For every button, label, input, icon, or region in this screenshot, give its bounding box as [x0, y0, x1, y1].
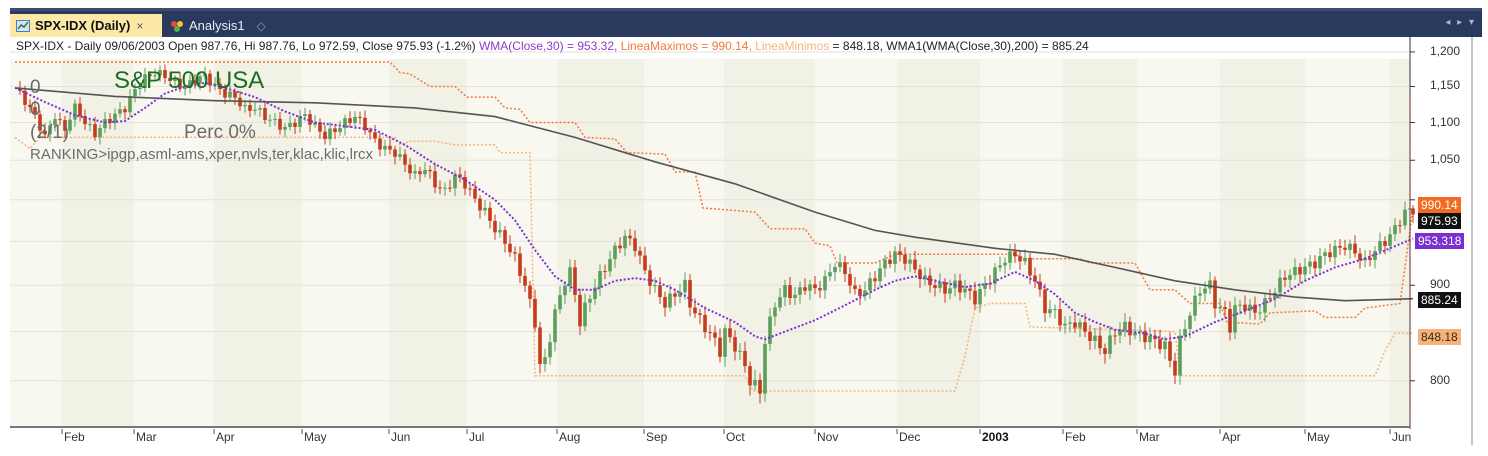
wma1-tag: 885.24: [1418, 292, 1461, 308]
chart-plot[interactable]: [10, 37, 1482, 445]
x-axis-month-label: Jun: [391, 430, 411, 444]
y-axis-tick-label: 1,100: [1430, 114, 1461, 129]
x-axis-month-label: May: [304, 430, 327, 444]
analysis-icon: [170, 20, 184, 32]
close-icon[interactable]: ×: [136, 18, 144, 33]
chart-legend: SPX-IDX - Daily 09/06/2003 Open 987.76, …: [16, 39, 1089, 53]
x-axis-month-label: Aug: [559, 430, 581, 444]
y-axis-tick-label: 1,050: [1430, 152, 1461, 167]
legend-summary: SPX-IDX - Daily 09/06/2003 Open 987.76, …: [16, 39, 476, 53]
tab-spx-idx-daily[interactable]: SPX-IDX (Daily) ×: [10, 14, 162, 37]
pin-icon[interactable]: ◇: [256, 18, 266, 33]
x-axis-month-label: Oct: [726, 430, 745, 444]
overlay-ratio: (2/1): [30, 122, 70, 143]
y-axis-tick-label: 900: [1430, 277, 1451, 292]
legend-linea-maximos: LineaMaximos = 990.14,: [620, 39, 752, 53]
chart-title-overlay: S&P 500 USA: [114, 67, 265, 94]
x-axis-month-label: Mar: [1139, 430, 1160, 444]
tab-menu-icon[interactable]: ▾: [1468, 17, 1476, 28]
x-axis-month-label: Sep: [646, 430, 668, 444]
linea-maximos-tag: 990.14: [1418, 197, 1461, 213]
x-axis-month-label: Feb: [64, 430, 85, 444]
x-axis-month-label: Nov: [817, 430, 839, 444]
y-axis-tick-label: 800: [1430, 372, 1451, 387]
x-axis-month-label: Apr: [216, 430, 235, 444]
overlay-ranking: RANKING>ipgp,asml-ams,xper,nvls,ter,klac…: [30, 146, 374, 163]
wma-tag: 953.318: [1415, 233, 1465, 249]
y-axis-tick-label: 1,150: [1430, 78, 1461, 93]
x-axis-month-label: Jun: [1392, 430, 1412, 444]
x-axis-month-label: May: [1307, 430, 1330, 444]
x-axis-month-label: 2003: [982, 430, 1009, 444]
close-tag: 975.93: [1418, 213, 1461, 229]
overlay-value-1: 0: [30, 77, 41, 98]
y-axis-tick-label: 1,200: [1430, 43, 1461, 58]
scroll-left-icon[interactable]: ◂: [1445, 17, 1453, 28]
tab-label: Analysis1: [189, 18, 245, 33]
legend-linea-minimos: LineaMinimos: [755, 39, 830, 53]
x-axis-month-label: Jul: [469, 430, 485, 444]
overlay-percentage: Perc 0%: [184, 122, 256, 143]
x-axis-month-label: Feb: [1065, 430, 1086, 444]
x-axis-month-label: Apr: [1222, 430, 1241, 444]
x-axis-month-label: Mar: [136, 430, 157, 444]
tab-label: SPX-IDX (Daily): [35, 18, 131, 33]
tab-bar: SPX-IDX (Daily) × Analysis1 ◇ ◂ ▸ ▾: [10, 8, 1482, 37]
overlay-value-2: 0: [30, 99, 41, 120]
x-axis-month-label: Dec: [899, 430, 921, 444]
price-chart[interactable]: SPX-IDX - Daily 09/06/2003 Open 987.76, …: [10, 37, 1482, 445]
legend-rest: = 848.18, WMA1(WMA(Close,30),200) = 885.…: [832, 39, 1089, 53]
chart-icon: [16, 19, 30, 32]
scroll-right-icon[interactable]: ▸: [1457, 17, 1465, 28]
tab-navigation: ◂ ▸ ▾: [1445, 17, 1476, 28]
legend-wma: WMA(Close,30) = 953.32,: [478, 39, 618, 53]
tab-analysis1[interactable]: Analysis1 ◇: [164, 14, 272, 37]
linea-minimos-tag: 848.18: [1418, 329, 1461, 345]
